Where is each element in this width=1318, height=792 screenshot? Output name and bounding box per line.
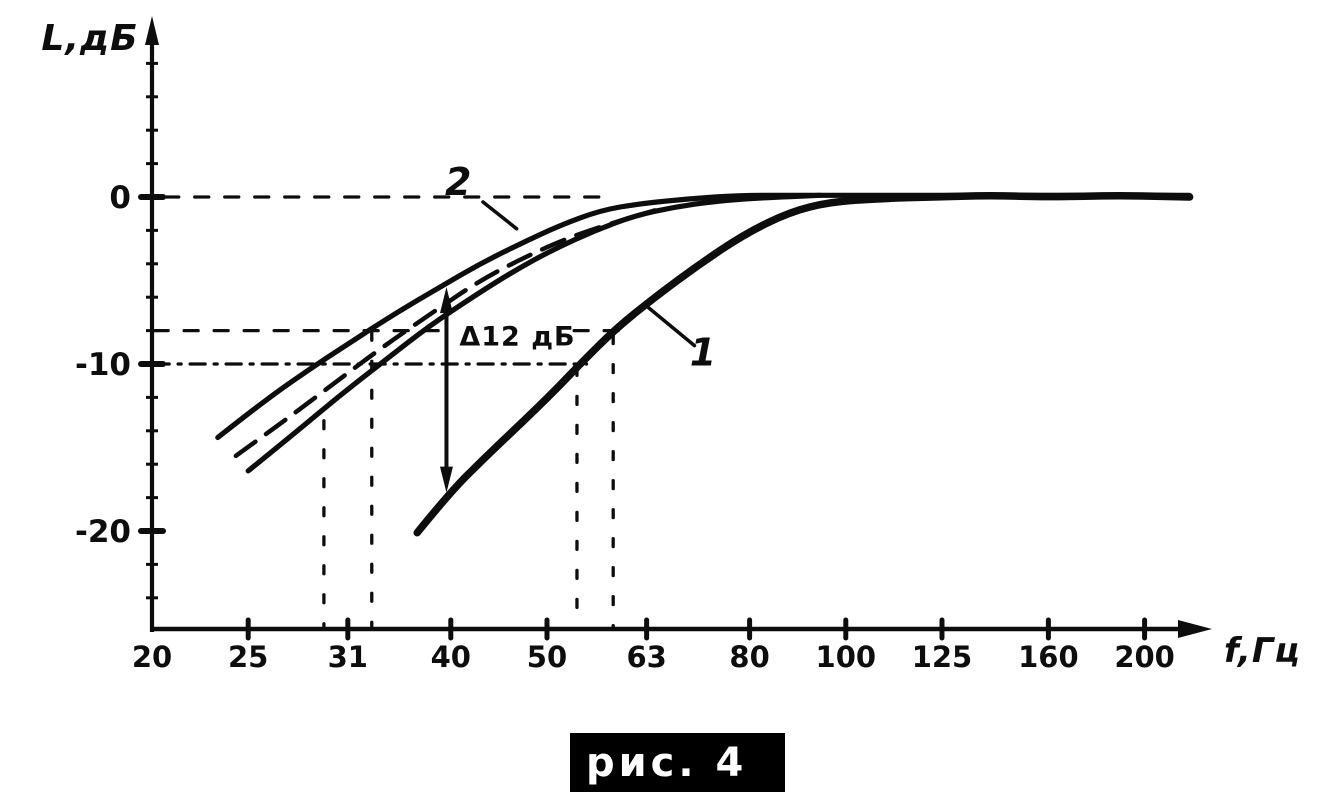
svg-text:100: 100 [816,640,877,674]
svg-text:2: 2 [445,160,471,204]
svg-text:40: 40 [431,640,471,674]
svg-text:f,Гц: f,Гц [1224,631,1301,671]
svg-text:0: 0 [109,180,131,216]
svg-text:125: 125 [912,640,973,674]
svg-text:Δ12 дБ: Δ12 дБ [459,322,575,353]
svg-text:-10: -10 [75,347,131,383]
figure-caption: рис. 4 [570,733,785,792]
svg-text:63: 63 [626,640,666,674]
svg-text:31: 31 [328,640,368,674]
svg-text:200: 200 [1114,640,1175,674]
svg-text:160: 160 [1018,640,1079,674]
svg-text:50: 50 [527,640,567,674]
figure-caption-text: рис. 4 [586,739,748,786]
svg-text:-20: -20 [75,514,131,550]
svg-text:25: 25 [228,640,268,674]
svg-text:20: 20 [132,640,172,674]
svg-text:L,дБ: L,дБ [41,18,138,59]
svg-text:80: 80 [729,640,769,674]
svg-text:1: 1 [690,330,716,374]
